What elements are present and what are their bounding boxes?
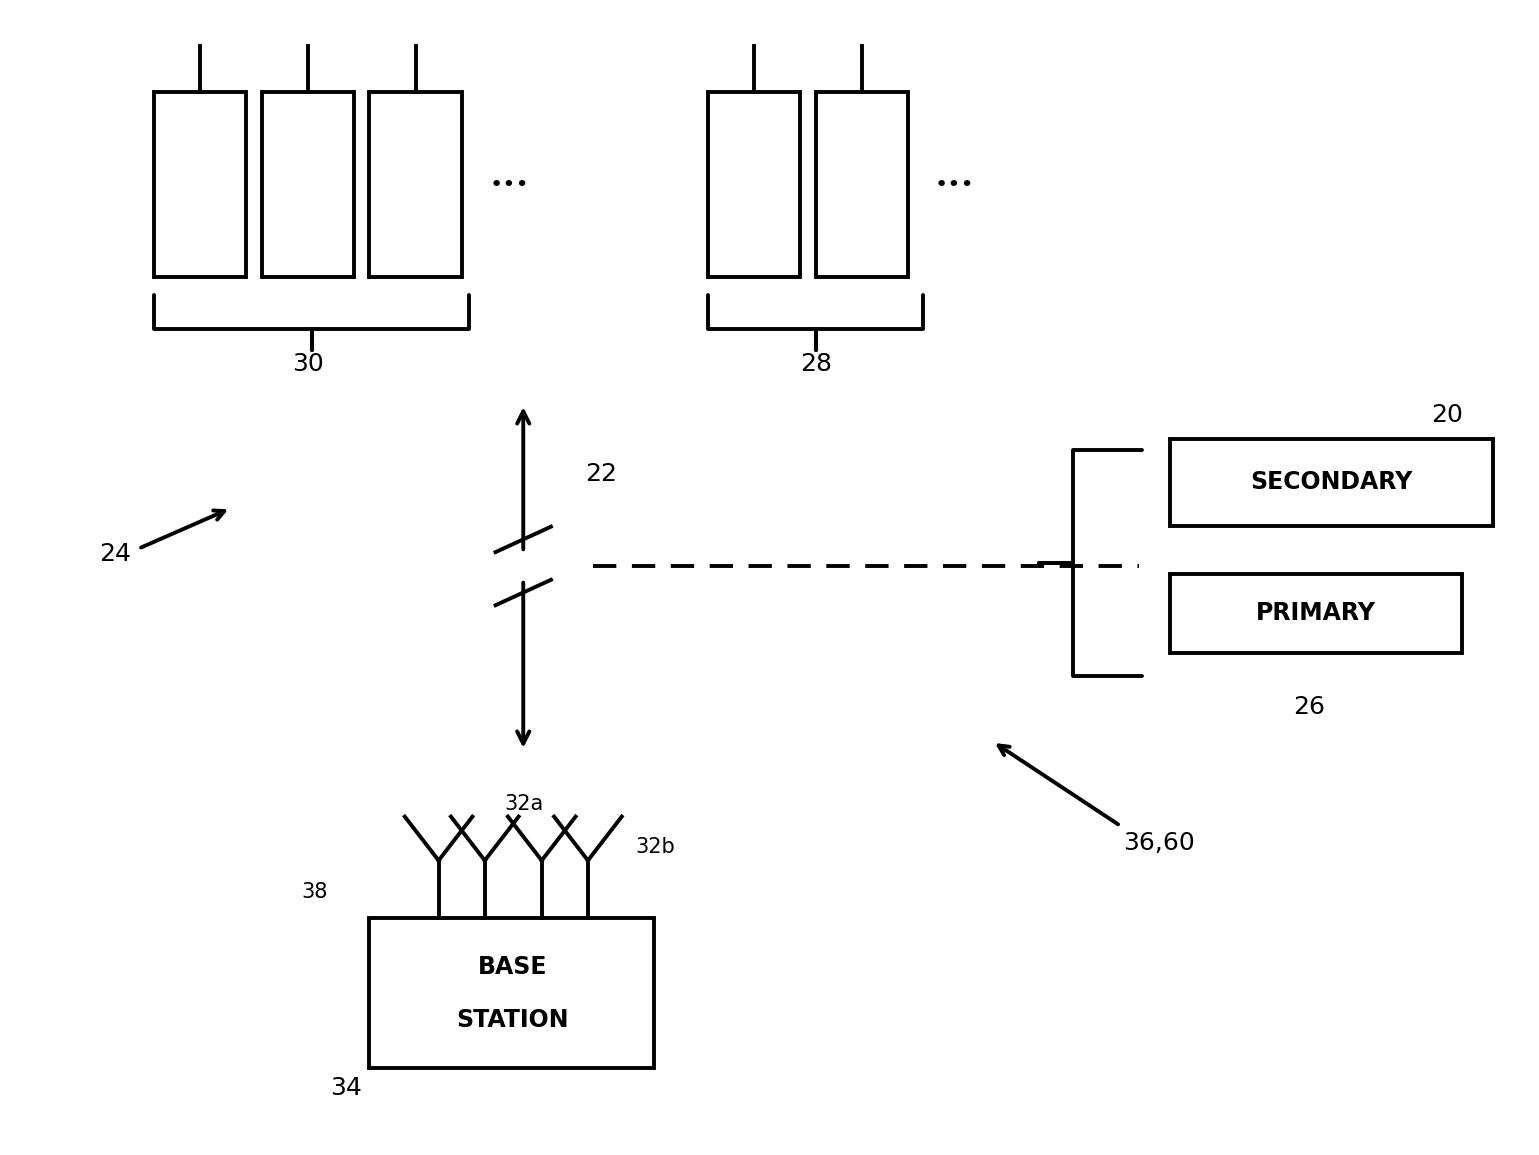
Text: 32a: 32a bbox=[505, 795, 545, 814]
Bar bbox=[816, 92, 908, 277]
Text: •••: ••• bbox=[934, 174, 974, 195]
Text: 30: 30 bbox=[292, 352, 323, 377]
Text: 22: 22 bbox=[585, 462, 617, 485]
Text: 24: 24 bbox=[98, 543, 131, 566]
Text: PRIMARY: PRIMARY bbox=[1256, 602, 1376, 625]
Bar bbox=[708, 92, 800, 277]
Text: 28: 28 bbox=[800, 352, 831, 377]
Text: 36,60: 36,60 bbox=[1123, 832, 1196, 855]
Text: 26: 26 bbox=[1293, 695, 1325, 720]
Text: •••: ••• bbox=[489, 174, 529, 195]
Text: BASE: BASE bbox=[477, 955, 548, 978]
Bar bbox=[1170, 439, 1493, 526]
Text: STATION: STATION bbox=[456, 1008, 569, 1031]
Bar bbox=[1170, 574, 1462, 653]
Text: 32b: 32b bbox=[636, 837, 676, 857]
Text: 34: 34 bbox=[329, 1076, 362, 1101]
Bar bbox=[369, 918, 654, 1068]
Bar bbox=[154, 92, 246, 277]
Bar bbox=[369, 92, 462, 277]
Bar bbox=[262, 92, 354, 277]
Text: SECONDARY: SECONDARY bbox=[1250, 470, 1413, 493]
Text: 20: 20 bbox=[1431, 403, 1464, 427]
Text: 38: 38 bbox=[302, 881, 328, 902]
